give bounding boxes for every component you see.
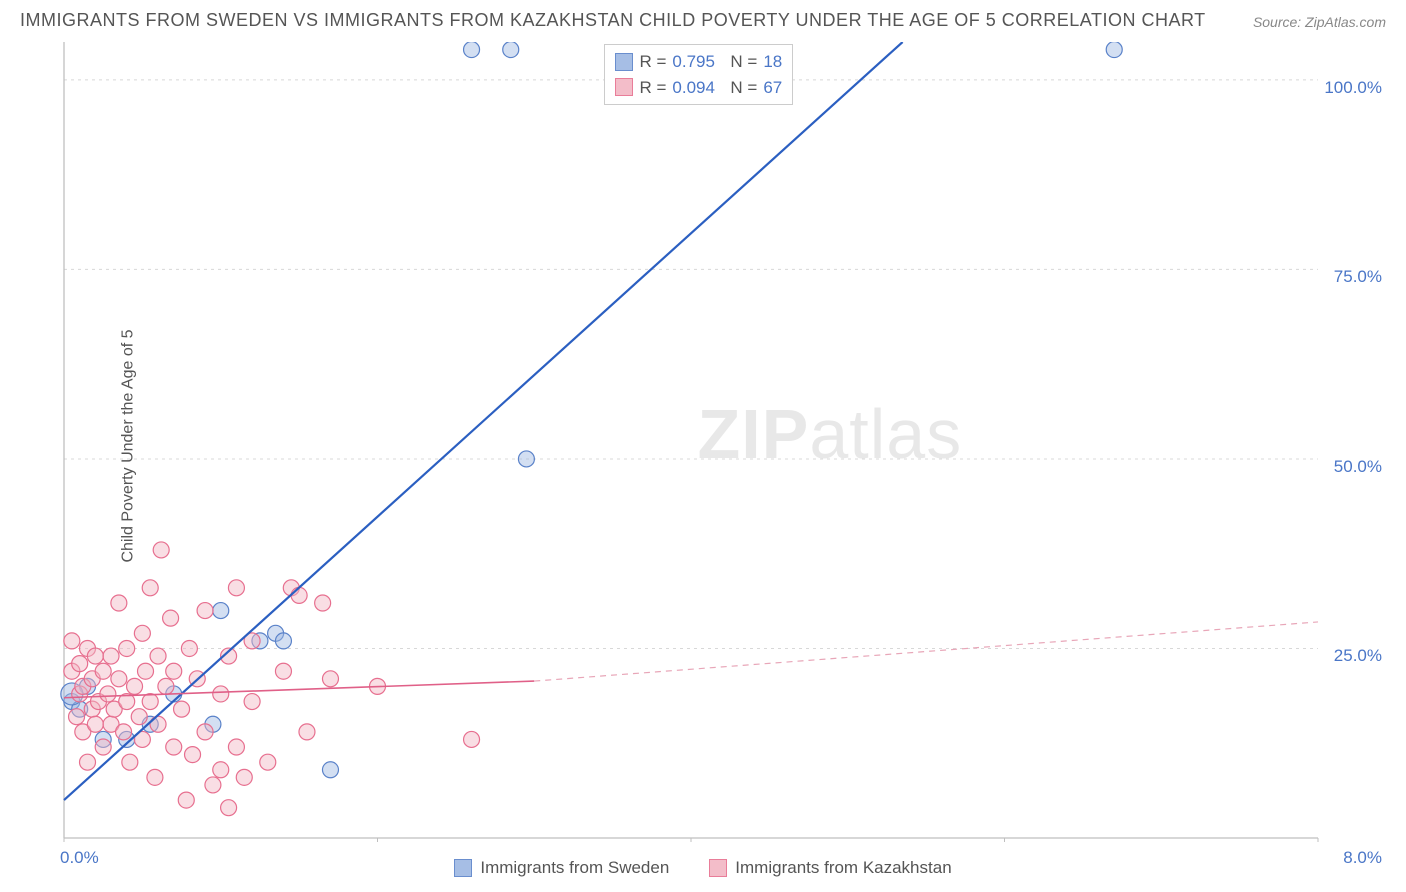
y-tick-label: 100.0% [1324,78,1382,98]
r-label: R = [639,75,666,101]
n-value: 67 [763,75,782,101]
n-label: N = [730,49,757,75]
y-tick-label: 25.0% [1334,646,1382,666]
legend-swatch [615,78,633,96]
stats-legend-row: R = 0.795 N = 18 [615,49,782,75]
chart-plot-area: ZIPatlas R = 0.795 N = 18 R = 0.094 N = … [60,42,1388,842]
r-value: 0.795 [672,49,724,75]
legend-label: Immigrants from Sweden [480,858,669,878]
n-value: 18 [763,49,782,75]
y-tick-label: 50.0% [1334,457,1382,477]
r-label: R = [639,49,666,75]
legend-swatch [709,859,727,877]
y-tick-label: 75.0% [1334,267,1382,287]
legend-label: Immigrants from Kazakhstan [735,858,951,878]
source-attribution: Source: ZipAtlas.com [1253,14,1386,30]
series-legend: Immigrants from Sweden Immigrants from Ka… [0,858,1406,878]
chart-title: IMMIGRANTS FROM SWEDEN VS IMMIGRANTS FRO… [20,10,1206,31]
r-value: 0.094 [672,75,724,101]
legend-item: Immigrants from Sweden [454,858,669,878]
scatter-chart-svg [60,42,1388,842]
stats-legend-row: R = 0.094 N = 67 [615,75,782,101]
legend-item: Immigrants from Kazakhstan [709,858,951,878]
stats-legend-box: R = 0.795 N = 18 R = 0.094 N = 67 [604,44,793,105]
n-label: N = [730,75,757,101]
legend-swatch [615,53,633,71]
legend-swatch [454,859,472,877]
